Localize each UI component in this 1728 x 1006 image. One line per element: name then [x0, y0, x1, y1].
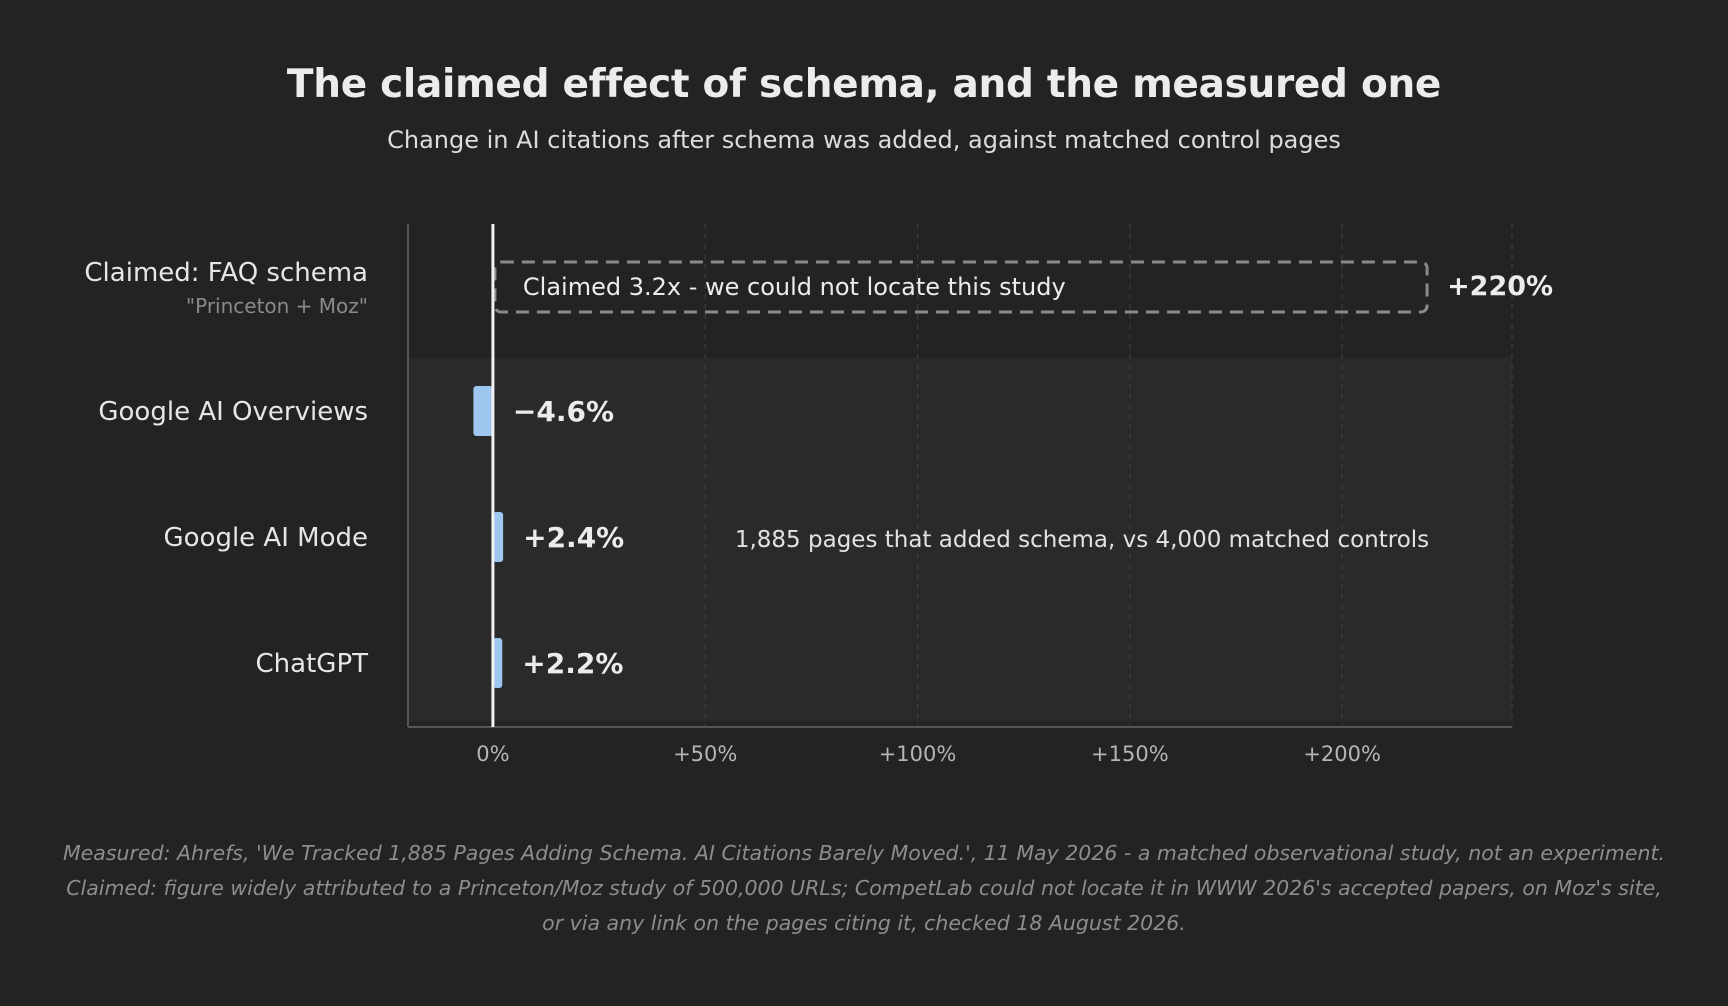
x-tick-label-0: 0% — [476, 742, 509, 766]
category-label-1: Google AI Overviews — [98, 397, 368, 427]
chart-subtitle: Change in AI citations after schema was … — [387, 126, 1341, 154]
category-label-0: Claimed: FAQ schema — [84, 258, 368, 288]
category-label-3: ChatGPT — [256, 649, 369, 679]
value-label-0: +220% — [1447, 271, 1553, 302]
value-label-3: +2.2% — [522, 647, 623, 680]
source-footnote: Measured: Ahrefs, 'We Tracked 1,885 Page… — [63, 841, 1665, 935]
measured-annotation: 1,885 pages that added schema, vs 4,000 … — [735, 527, 1429, 553]
bar-claimed — [493, 260, 1429, 314]
bar-chart: 0% +50% +100% +150% +200% Claimed 3.2x - we c… — [84, 224, 1553, 766]
bar-3 — [492, 638, 503, 688]
category-label-2: Google AI Mode — [163, 523, 368, 553]
value-label-1: −4.6% — [513, 395, 614, 428]
value-label-2: +2.4% — [523, 521, 624, 554]
category-sublabel-0: "Princeton + Moz" — [186, 294, 368, 318]
bar-2 — [492, 512, 504, 562]
claimed-annotation: Claimed 3.2x - we could not locate this … — [523, 273, 1066, 301]
bar-1 — [473, 386, 493, 436]
measured-panel — [408, 358, 1512, 721]
x-tick-label-3: +150% — [1091, 742, 1169, 766]
x-tick-label-1: +50% — [673, 742, 737, 766]
chart-title: The claimed effect of schema, and the me… — [286, 62, 1442, 107]
x-tick-label-4: +200% — [1303, 742, 1381, 766]
x-tick-label-2: +100% — [879, 742, 957, 766]
